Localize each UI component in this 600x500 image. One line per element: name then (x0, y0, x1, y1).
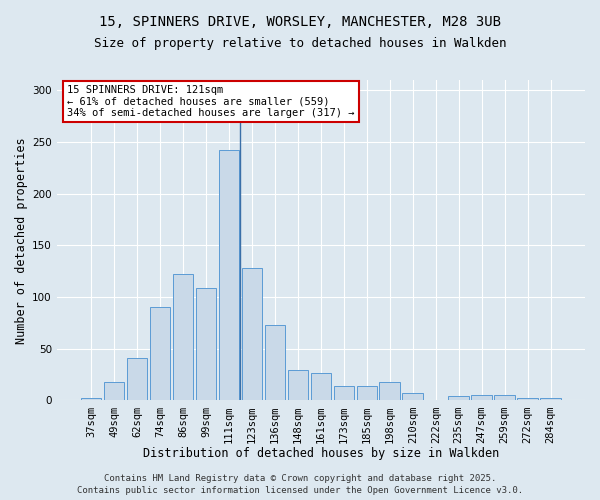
Bar (287, 370, 308, 400)
Bar (541, 398, 561, 400)
X-axis label: Distribution of detached houses by size in Walkden: Distribution of detached houses by size … (143, 447, 499, 460)
Text: 15, SPINNERS DRIVE, WORSLEY, MANCHESTER, M28 3UB: 15, SPINNERS DRIVE, WORSLEY, MANCHESTER,… (99, 15, 501, 29)
Bar (311, 372, 331, 400)
Bar (218, 150, 239, 400)
Bar (265, 325, 285, 400)
Bar (403, 393, 423, 400)
Bar (356, 386, 377, 400)
Bar (242, 268, 262, 400)
Bar (448, 396, 469, 400)
Bar (127, 358, 148, 401)
Bar (334, 386, 354, 400)
Bar (196, 288, 217, 401)
Bar (173, 274, 193, 400)
Bar (517, 398, 538, 400)
Bar (81, 398, 101, 400)
Text: Size of property relative to detached houses in Walkden: Size of property relative to detached ho… (94, 38, 506, 51)
Bar (494, 396, 515, 400)
Bar (104, 382, 124, 400)
Y-axis label: Number of detached properties: Number of detached properties (15, 137, 28, 344)
Bar (379, 382, 400, 400)
Bar (150, 308, 170, 400)
Bar (472, 396, 492, 400)
Text: 15 SPINNERS DRIVE: 121sqm
← 61% of detached houses are smaller (559)
34% of semi: 15 SPINNERS DRIVE: 121sqm ← 61% of detac… (67, 85, 355, 118)
Text: Contains HM Land Registry data © Crown copyright and database right 2025.
Contai: Contains HM Land Registry data © Crown c… (77, 474, 523, 495)
